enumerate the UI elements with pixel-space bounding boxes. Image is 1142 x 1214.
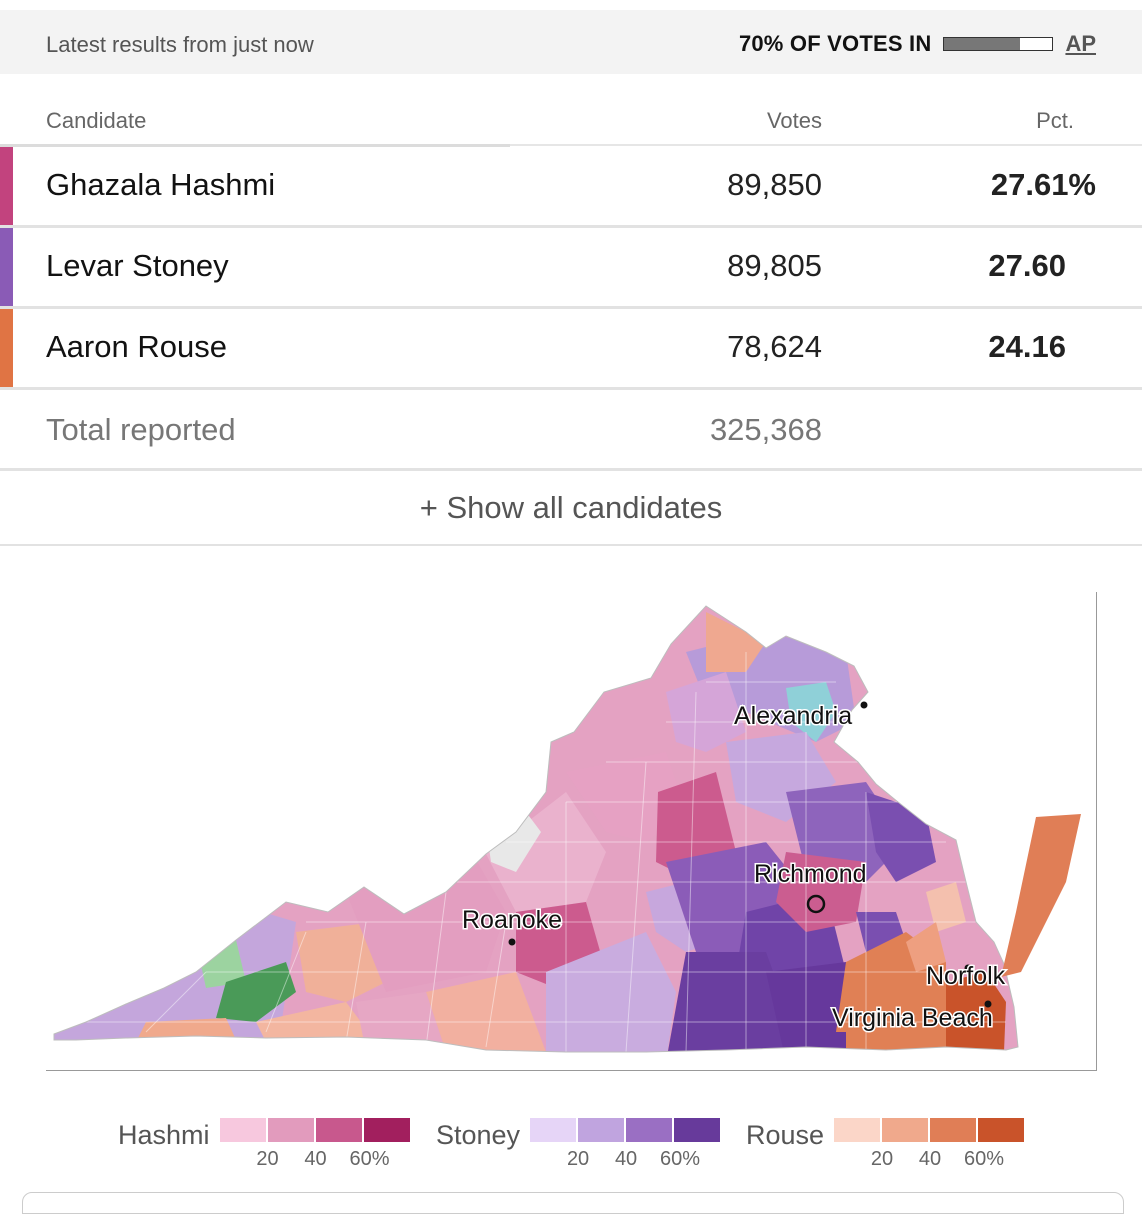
legend-group-rouse: Rouse 20 40 60%: [746, 1118, 1026, 1170]
candidate-color-swatch: [0, 147, 13, 225]
city-dot-norfolk: [964, 964, 972, 972]
legend-swatch: [219, 1118, 266, 1142]
legend-swatch: [834, 1118, 881, 1142]
state-outline: [53, 605, 1019, 1053]
city-label-virginia-beach: Virginia Beach: [832, 1004, 993, 1032]
candidate-votes: 78,624: [727, 329, 822, 364]
candidate-color-swatch: [0, 228, 13, 306]
virginia-county-map: Alexandria Richmond Roanoke Norfolk Virg…: [53, 605, 1081, 1053]
legend-tick: 40: [614, 1148, 638, 1170]
table-row: Aaron Rouse 78,624 24.16: [0, 309, 1142, 390]
candidate-name: Aaron Rouse: [46, 329, 227, 364]
candidate-votes: 89,805: [727, 248, 822, 283]
city-label-alexandria: Alexandria: [734, 702, 852, 730]
candidate-pct: 24.16: [988, 329, 1066, 364]
legend-tick: 20: [566, 1148, 590, 1170]
legend-candidate-name: Stoney: [436, 1120, 521, 1150]
pct-column-header: Pct.: [1036, 108, 1074, 133]
city-label-norfolk: Norfolk: [926, 962, 1006, 990]
legend-tick: 40: [304, 1148, 327, 1170]
richmond-marker: [806, 894, 826, 914]
legend-tick: 60%: [660, 1148, 701, 1170]
legend-swatch: [578, 1118, 625, 1142]
legend-candidate-name: Rouse: [746, 1120, 825, 1150]
header-divider: [510, 144, 1142, 146]
candidate-column-header: Candidate: [46, 108, 147, 133]
city-dot-virginia-beach: [984, 1000, 992, 1008]
legend-swatch: [315, 1118, 362, 1142]
reporting-progress-fill: [944, 38, 1021, 50]
legend-group-stoney: Stoney 20 40 60%: [436, 1118, 722, 1170]
total-votes: 325,368: [709, 412, 822, 447]
header-divider: [0, 144, 510, 147]
legend-swatch: [626, 1118, 673, 1142]
bottom-sheet-edge: [22, 1192, 1124, 1214]
votes-column-header: Votes: [766, 108, 822, 133]
eastern-shore: [1001, 814, 1081, 977]
city-label-richmond: Richmond: [754, 860, 867, 888]
legend-tick: 20: [870, 1148, 894, 1170]
legend-swatch: [267, 1118, 314, 1142]
legend-tick: 60%: [964, 1148, 1005, 1170]
map-legend: Hashmi 20 40 60% Stoney: [0, 1118, 1142, 1178]
total-row: Total reported 325,368: [0, 390, 1142, 471]
reporting-status: 70% OF VOTES IN AP: [739, 31, 1096, 57]
show-all-candidates-row: + Show all candidates: [0, 470, 1142, 546]
show-all-candidates-button[interactable]: + Show all candidates: [419, 490, 723, 525]
legend-candidate-name: Hashmi: [118, 1120, 210, 1150]
legend-swatch: [530, 1118, 577, 1142]
candidate-name: Ghazala Hashmi: [46, 167, 276, 202]
legend-swatch: [363, 1118, 410, 1142]
city-dot-roanoke: [508, 938, 516, 946]
legend-swatch: [882, 1118, 929, 1142]
candidate-pct: 27.60: [988, 248, 1066, 283]
results-status-bar: Latest results from just now 70% OF VOTE…: [0, 10, 1142, 74]
votes-in-text: 70% OF VOTES IN: [738, 31, 932, 56]
results-table-header: Candidate Votes Pct.: [0, 100, 1142, 147]
candidate-name: Levar Stoney: [46, 248, 229, 283]
county-borders: [86, 652, 1006, 1052]
legend-tick: 20: [256, 1148, 279, 1170]
table-row: Levar Stoney 89,805 27.60: [0, 228, 1142, 309]
candidate-votes: 89,850: [727, 167, 822, 202]
city-label-roanoke: Roanoke: [462, 906, 562, 934]
legend-swatch: [930, 1118, 977, 1142]
ap-source-link[interactable]: AP: [1065, 31, 1096, 56]
legend-group-hashmi: Hashmi 20 40 60%: [118, 1118, 412, 1170]
reporting-progress-bar: [943, 37, 1054, 51]
table-row: Ghazala Hashmi 89,850 27.61%: [0, 147, 1142, 228]
legend-swatch: [978, 1118, 1025, 1142]
candidate-pct: 27.61%: [990, 167, 1096, 202]
results-table: Ghazala Hashmi 89,850 27.61% Levar Stone…: [0, 147, 1142, 471]
legend-swatch: [674, 1118, 721, 1142]
last-updated-text: Latest results from just now: [46, 32, 314, 57]
results-map[interactable]: Alexandria Richmond Roanoke Norfolk Virg…: [46, 592, 1097, 1071]
legend-tick: 60%: [349, 1148, 390, 1170]
total-label: Total reported: [46, 412, 236, 447]
city-dot-alexandria: [860, 701, 868, 709]
legend-tick: 40: [918, 1148, 942, 1170]
candidate-color-swatch: [0, 309, 13, 387]
